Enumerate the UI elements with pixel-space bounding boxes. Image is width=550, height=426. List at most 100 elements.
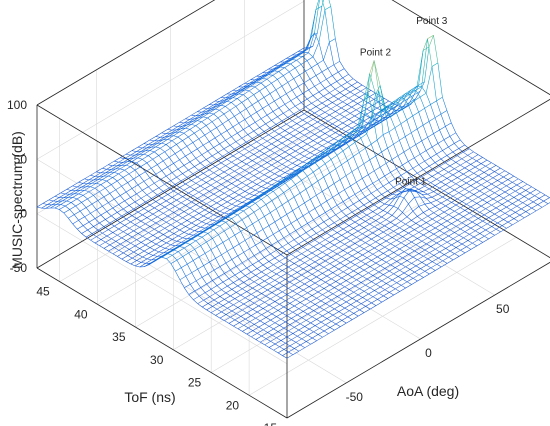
mesh-line-tof: [317, 312, 323, 317]
mesh-line-tof: [171, 172, 177, 178]
mesh-line-aoa: [378, 90, 385, 109]
mesh-line-aoa: [213, 296, 221, 301]
mesh-line-tof: [327, 141, 333, 145]
mesh-line-aoa: [319, 163, 326, 169]
mesh-line-tof: [193, 299, 198, 304]
mesh-line-tof: [264, 344, 270, 348]
mesh-line-tof: [237, 158, 243, 162]
mesh-line-aoa: [152, 155, 159, 160]
mesh-line-aoa: [270, 273, 277, 278]
mesh-line-tof: [261, 241, 267, 249]
mesh-line-aoa: [292, 169, 299, 175]
mesh-line-aoa: [473, 212, 480, 217]
mesh-line-tof: [215, 166, 220, 170]
mesh-line-tof: [280, 297, 286, 301]
mesh-line-aoa: [384, 243, 391, 248]
mesh-line-tof: [323, 139, 329, 143]
mesh-line-tof: [431, 146, 437, 155]
mesh-line-tof: [250, 201, 256, 204]
mesh-line-aoa: [452, 234, 460, 239]
mesh-line-tof: [390, 243, 396, 247]
mesh-line-aoa: [180, 177, 188, 182]
mesh-line-tof: [448, 146, 454, 153]
mesh-line-aoa: [338, 68, 345, 73]
mesh-line-aoa: [201, 218, 209, 223]
mesh-line-aoa: [280, 336, 288, 341]
mesh-line-tof: [356, 237, 362, 241]
mesh-line-tof: [249, 278, 255, 283]
mesh-line-aoa: [203, 141, 210, 146]
mesh-line-tof: [108, 164, 113, 167]
mesh-line-tof: [376, 189, 382, 195]
mesh-line-aoa: [323, 92, 330, 97]
mesh-line-aoa: [455, 243, 463, 248]
mesh-line-aoa: [90, 209, 97, 214]
mesh-line-aoa: [434, 181, 442, 186]
mesh-line-aoa: [352, 273, 359, 278]
mesh-line-tof: [446, 220, 452, 224]
mesh-line-tof: [197, 148, 203, 155]
mesh-line-aoa: [207, 299, 215, 304]
mesh-line-tof: [241, 182, 247, 186]
mesh-line-aoa: [226, 126, 234, 131]
mesh-line-tof: [301, 317, 307, 321]
mesh-line-tof: [157, 164, 162, 171]
mesh-line-aoa: [238, 170, 246, 175]
mesh-line-aoa: [363, 287, 371, 292]
mesh-line-tof: [276, 295, 282, 299]
mesh-line-tof: [207, 218, 213, 221]
mesh-line-aoa: [377, 253, 384, 258]
mesh-line-tof: [313, 267, 319, 271]
mesh-line-tof: [487, 223, 492, 227]
mesh-line-aoa: [262, 68, 269, 73]
mesh-line-aoa: [282, 330, 289, 335]
mesh-line-tof: [243, 325, 249, 329]
mesh-line-tof: [363, 269, 369, 274]
mesh-line-tof: [136, 260, 142, 263]
mesh-line-tof: [305, 106, 311, 111]
mesh-line-aoa: [261, 289, 268, 294]
mesh-line-aoa: [397, 230, 405, 235]
mesh-line-aoa: [454, 207, 461, 212]
mesh-line-aoa: [310, 319, 317, 324]
mesh-line-tof: [307, 249, 313, 254]
mesh-line-tof: [253, 94, 259, 102]
mesh-line-tof: [126, 218, 131, 223]
mesh-line-tof: [316, 297, 322, 302]
mesh-line-aoa: [223, 145, 231, 150]
mesh-line-tof: [117, 212, 122, 217]
mesh-line-aoa: [128, 201, 136, 206]
mesh-line-aoa: [312, 91, 320, 96]
mesh-line-tof: [350, 240, 356, 244]
mesh-line-aoa: [421, 137, 428, 142]
mesh-line-tof: [426, 179, 431, 183]
mesh-line-aoa: [302, 211, 310, 217]
mesh-line-tof: [416, 128, 422, 141]
mesh-line-aoa: [409, 265, 417, 270]
mesh-line-aoa: [201, 273, 209, 278]
mesh-line-tof: [152, 255, 158, 257]
mesh-line-aoa: [345, 171, 353, 176]
mesh-line-tof: [290, 63, 296, 69]
mesh-line-aoa: [229, 164, 237, 169]
mesh-line-tof: [534, 195, 540, 199]
mesh-line-aoa: [429, 248, 436, 253]
mesh-line-aoa: [443, 229, 451, 234]
mesh-line-tof: [257, 100, 263, 109]
mesh-line-tof: [307, 143, 312, 147]
mesh-line-aoa: [216, 217, 223, 222]
mesh-line-tof: [289, 324, 295, 328]
mesh-line-tof: [310, 131, 315, 135]
mesh-line-tof: [320, 130, 326, 134]
mesh-line-aoa: [140, 238, 148, 243]
mesh-line-tof: [346, 259, 351, 263]
mesh-line-aoa: [390, 194, 397, 200]
mesh-line-aoa: [173, 246, 180, 251]
mesh-line-aoa: [280, 214, 287, 219]
mesh-line-tof: [379, 85, 385, 109]
mesh-line-aoa: [145, 146, 152, 152]
mesh-line-tof: [427, 258, 433, 262]
mesh-line-tof: [256, 232, 262, 242]
mesh-line-tof: [334, 222, 339, 227]
mesh-line-aoa: [200, 111, 207, 116]
